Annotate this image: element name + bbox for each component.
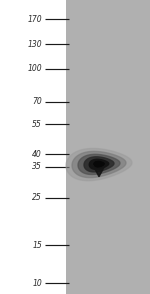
Bar [0, 0, 66, 294]
Text: 170: 170 [27, 15, 42, 24]
Text: 15: 15 [32, 241, 42, 250]
Text: 55: 55 [32, 120, 42, 129]
Polygon shape [94, 161, 104, 167]
Polygon shape [72, 151, 126, 178]
Text: 10: 10 [32, 279, 42, 288]
Text: 40: 40 [32, 150, 42, 158]
Text: 130: 130 [27, 40, 42, 49]
Polygon shape [66, 148, 132, 181]
Polygon shape [89, 159, 109, 169]
Text: 70: 70 [32, 97, 42, 106]
Text: 25: 25 [32, 193, 42, 202]
Polygon shape [78, 154, 120, 175]
Bar [66, 0, 150, 294]
Polygon shape [84, 157, 114, 172]
Text: 35: 35 [32, 162, 42, 171]
Text: 100: 100 [27, 64, 42, 73]
Polygon shape [92, 164, 106, 177]
